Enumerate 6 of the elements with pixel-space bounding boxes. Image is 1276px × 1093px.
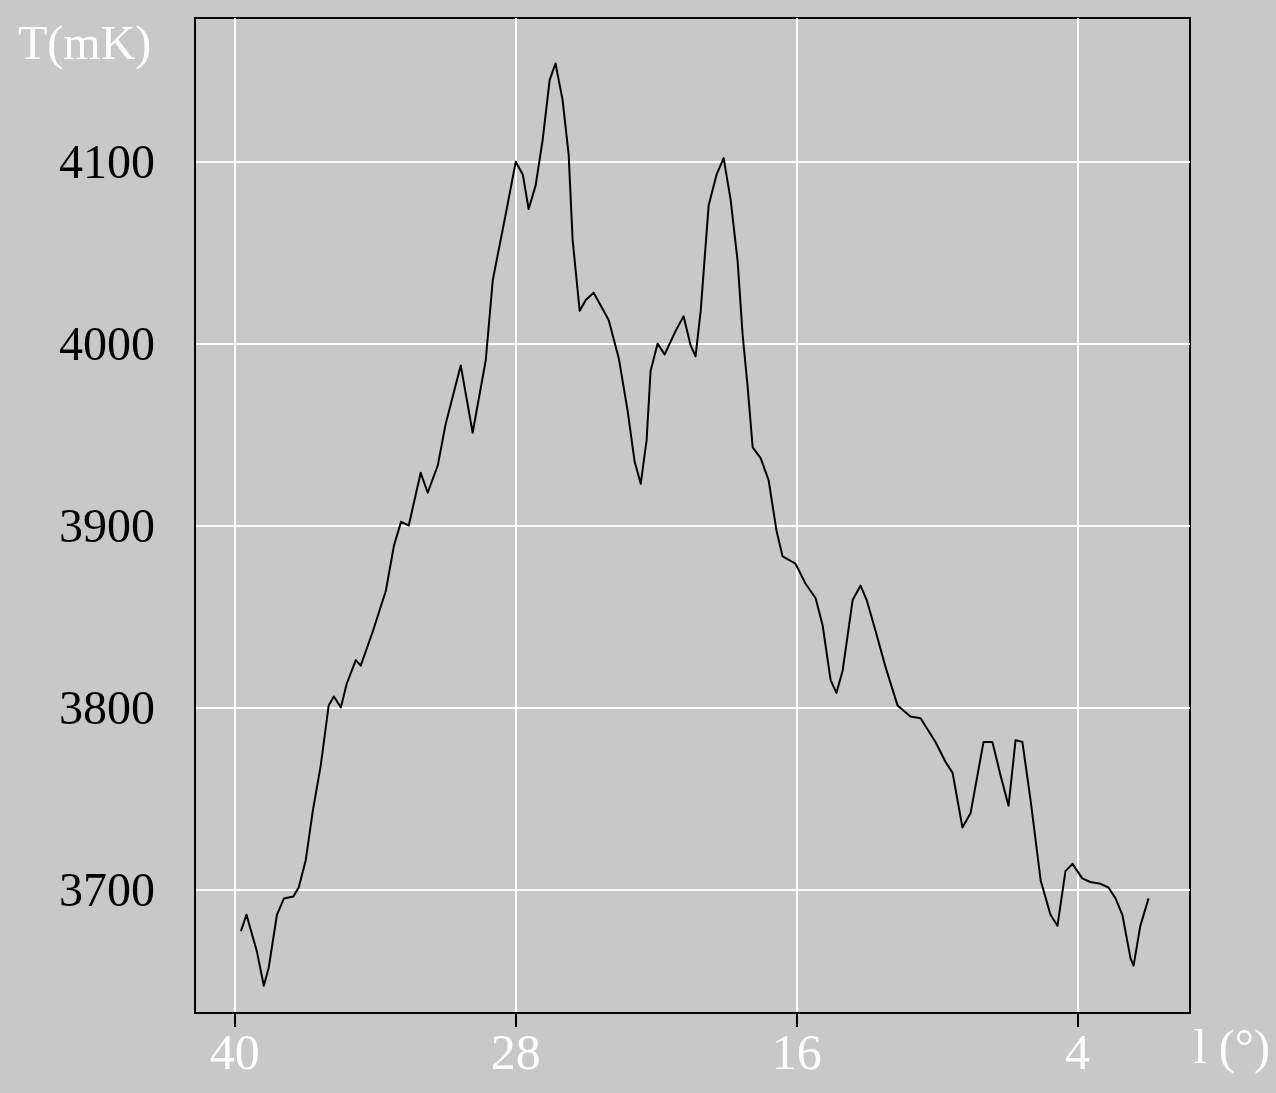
y-tick-label: 3700 <box>59 862 155 916</box>
y-tick-label: 3800 <box>59 680 155 734</box>
y-tick-label: 4100 <box>59 135 155 189</box>
y-tick-label: 3900 <box>59 499 155 552</box>
y-tick-label: 4000 <box>59 317 155 371</box>
line-series <box>239 62 1150 987</box>
